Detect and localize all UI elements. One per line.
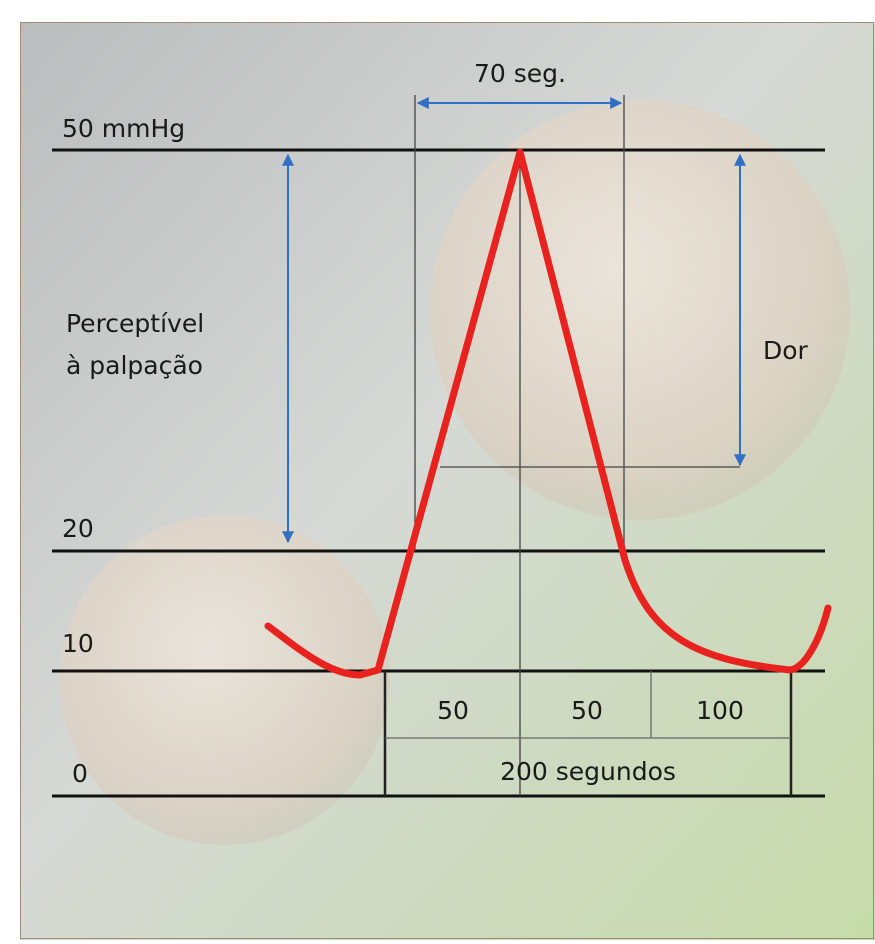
interval-label: 70 seg.	[474, 59, 566, 88]
diagram: 70 seg. 50 mmHg 20 10 0 Perceptível à pa…	[0, 0, 875, 940]
table-cell: 200 segundos	[500, 757, 676, 786]
table-cell: 50	[571, 696, 603, 725]
level-label: 20	[62, 514, 94, 543]
level-label: 0	[72, 759, 88, 788]
range-label: Perceptível	[66, 309, 204, 338]
table-cell: 50	[437, 696, 469, 725]
level-label: 10	[62, 629, 94, 658]
level-label: 50 mmHg	[62, 114, 185, 143]
range-label: Dor	[763, 336, 809, 365]
range-label: à palpação	[66, 351, 203, 380]
table-cell: 100	[696, 696, 744, 725]
pill-image	[430, 100, 850, 520]
